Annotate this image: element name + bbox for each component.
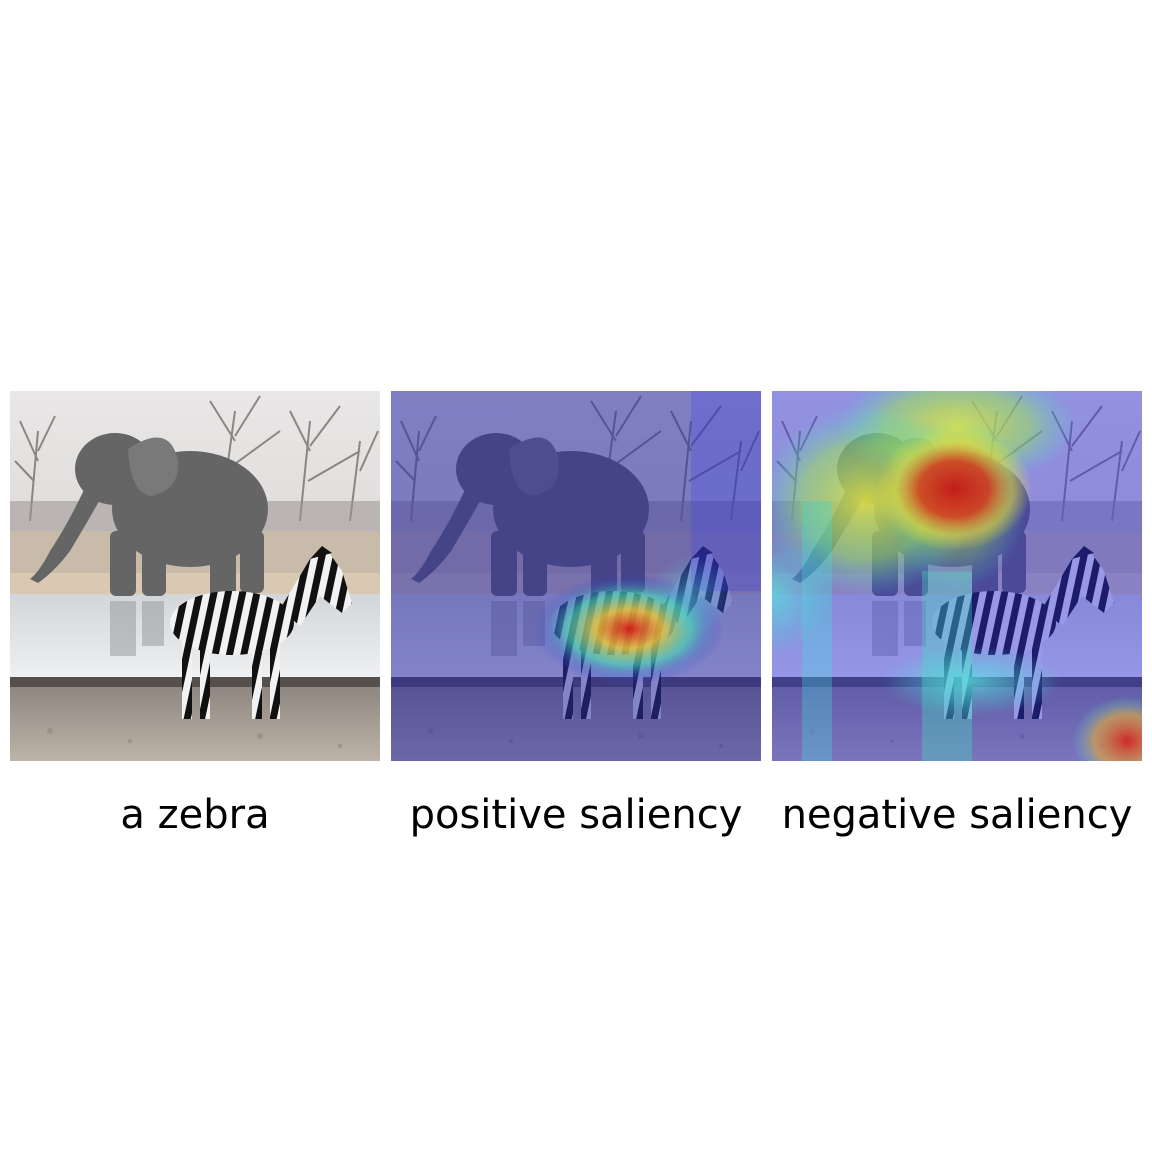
- positive-saliency-heatmap: [391, 391, 761, 761]
- negative-saliency-panel: [772, 391, 1142, 761]
- caption-a-zebra: a zebra: [120, 792, 270, 838]
- positive-saliency-panel: [391, 391, 761, 761]
- negative-saliency-heatmap: [772, 391, 1142, 761]
- zebra-photo: [10, 391, 380, 761]
- caption-negative-saliency: negative saliency: [781, 792, 1133, 838]
- caption-positive-saliency: positive saliency: [409, 792, 743, 838]
- original-image-panel: [10, 391, 380, 761]
